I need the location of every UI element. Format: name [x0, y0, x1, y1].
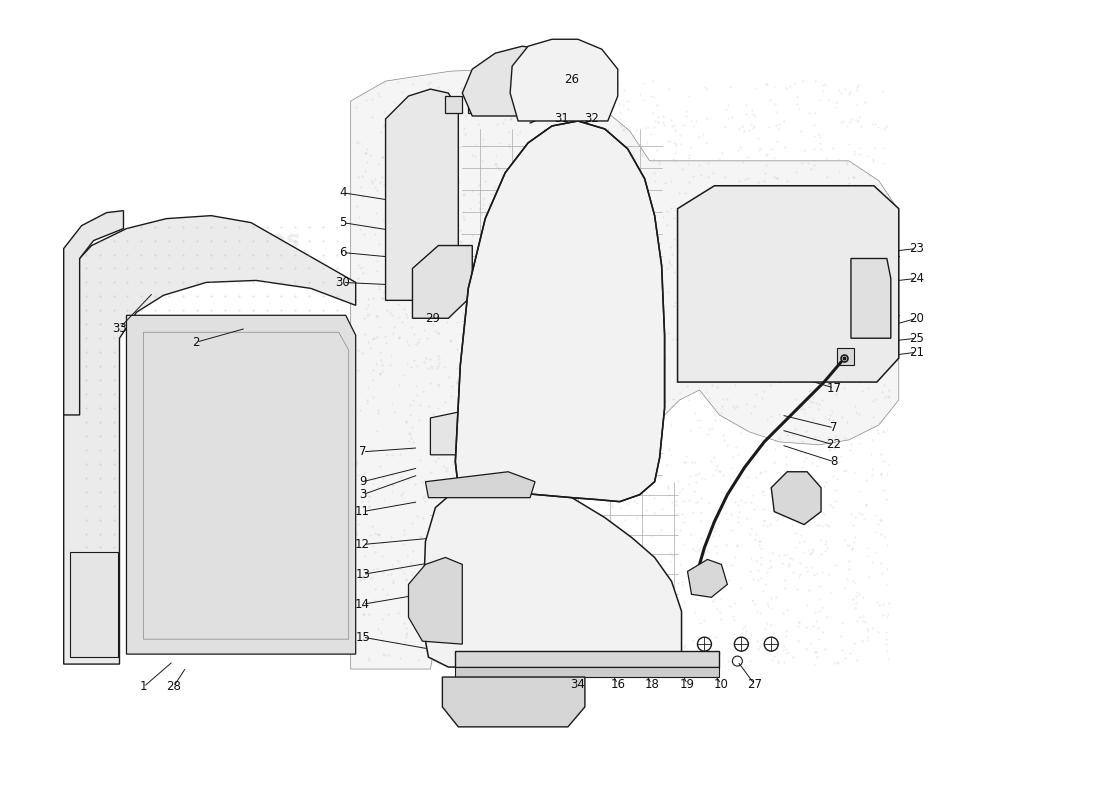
- Text: 2: 2: [192, 336, 200, 349]
- Polygon shape: [412, 246, 472, 318]
- Text: 14: 14: [355, 598, 371, 610]
- Text: 29: 29: [425, 312, 440, 325]
- Text: 11: 11: [355, 505, 371, 518]
- Polygon shape: [69, 553, 118, 657]
- Text: 20: 20: [910, 312, 924, 325]
- Polygon shape: [430, 405, 513, 455]
- Polygon shape: [455, 667, 719, 677]
- Circle shape: [557, 656, 566, 666]
- Text: 30: 30: [336, 276, 350, 289]
- Polygon shape: [851, 258, 891, 338]
- Text: 27: 27: [747, 678, 762, 690]
- Text: 6: 6: [339, 246, 346, 259]
- Circle shape: [733, 656, 742, 666]
- Polygon shape: [446, 96, 462, 113]
- Polygon shape: [408, 558, 462, 644]
- Text: 15: 15: [355, 630, 370, 644]
- Text: 31: 31: [554, 113, 570, 126]
- Polygon shape: [469, 96, 485, 113]
- Text: 18: 18: [645, 678, 659, 690]
- Polygon shape: [442, 677, 585, 727]
- Text: 5: 5: [339, 216, 346, 229]
- Text: eurospares: eurospares: [142, 567, 300, 591]
- Text: 7: 7: [359, 446, 366, 458]
- Text: 24: 24: [910, 272, 924, 285]
- Text: 17: 17: [826, 382, 842, 394]
- Text: 33: 33: [112, 322, 126, 334]
- Text: 4: 4: [339, 186, 346, 199]
- Circle shape: [764, 637, 778, 651]
- Circle shape: [670, 656, 680, 666]
- Text: eurospares: eurospares: [142, 229, 300, 253]
- Text: 22: 22: [826, 438, 842, 451]
- Polygon shape: [426, 472, 535, 498]
- Polygon shape: [126, 315, 355, 654]
- Polygon shape: [455, 651, 719, 667]
- Text: 23: 23: [910, 242, 924, 255]
- Polygon shape: [351, 69, 899, 669]
- Circle shape: [697, 637, 712, 651]
- Polygon shape: [510, 39, 618, 121]
- Text: 16: 16: [610, 678, 625, 690]
- Text: eurospares: eurospares: [500, 567, 659, 591]
- Text: 26: 26: [564, 73, 580, 86]
- Text: 19: 19: [680, 678, 695, 690]
- Text: 3: 3: [359, 488, 366, 501]
- Circle shape: [623, 656, 632, 666]
- Text: 13: 13: [355, 568, 370, 581]
- Polygon shape: [771, 472, 821, 525]
- Text: 8: 8: [830, 455, 838, 468]
- Text: 21: 21: [910, 346, 924, 358]
- Text: 10: 10: [714, 678, 729, 690]
- Text: 12: 12: [355, 538, 371, 551]
- Text: 1: 1: [140, 681, 147, 694]
- Circle shape: [700, 656, 710, 666]
- Text: 7: 7: [830, 422, 838, 434]
- Polygon shape: [837, 348, 854, 365]
- Text: 9: 9: [359, 475, 366, 488]
- Polygon shape: [462, 46, 568, 116]
- Polygon shape: [678, 186, 899, 382]
- Polygon shape: [64, 210, 123, 415]
- Polygon shape: [455, 121, 664, 502]
- Circle shape: [537, 434, 553, 450]
- Circle shape: [735, 637, 748, 651]
- Polygon shape: [64, 216, 355, 664]
- Text: 32: 32: [584, 113, 600, 126]
- Polygon shape: [422, 474, 682, 667]
- Text: 34: 34: [571, 678, 585, 690]
- Text: eurospares: eurospares: [500, 229, 659, 253]
- Polygon shape: [688, 559, 727, 598]
- Polygon shape: [386, 89, 459, 300]
- Text: 25: 25: [910, 332, 924, 345]
- Text: 28: 28: [166, 681, 180, 694]
